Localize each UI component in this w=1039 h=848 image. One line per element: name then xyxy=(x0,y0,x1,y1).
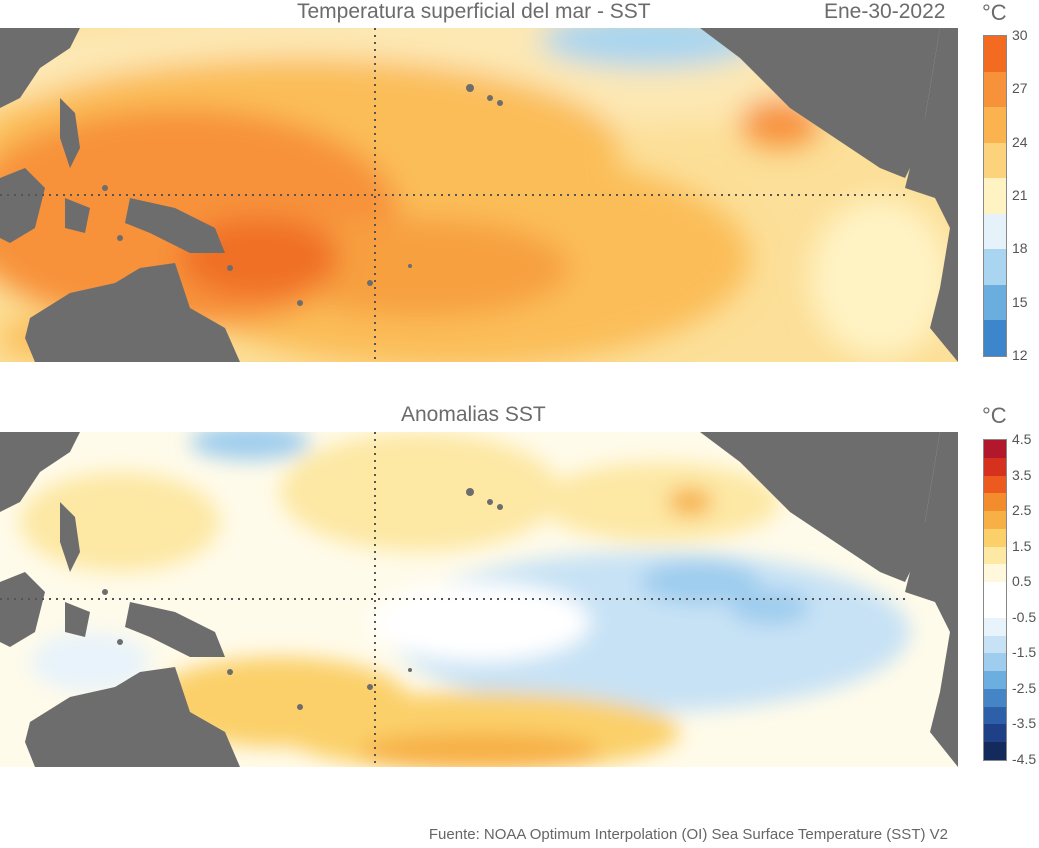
colorbar-segment xyxy=(984,284,1006,321)
source-credit: Fuente: NOAA Optimum Interpolation (OI) … xyxy=(428,826,948,843)
colorbar-tick-label: -1.5 xyxy=(1012,644,1037,661)
anom-map xyxy=(0,432,958,767)
colorbar-segment xyxy=(984,36,1006,73)
colorbar-segment xyxy=(984,617,1006,637)
colorbar-tick-label: -3.5 xyxy=(1012,715,1037,732)
anom-title: Anomalias SST xyxy=(401,403,546,426)
colorbar-segment xyxy=(984,528,1006,548)
colorbar-segment xyxy=(984,440,1006,459)
colorbar-segment xyxy=(984,582,1006,601)
colorbar-tick-label: 21 xyxy=(1012,187,1028,203)
colorbar-tick-label: 15 xyxy=(1012,293,1028,310)
colorbar-tick-label: -4.5 xyxy=(1012,751,1037,767)
colorbar-tick-label: 3.5 xyxy=(1012,466,1032,483)
colorbar-segment xyxy=(984,635,1006,654)
colorbar-segment xyxy=(984,688,1006,708)
colorbar-tick-label: 12 xyxy=(1012,347,1028,363)
colorbar-segment xyxy=(984,475,1006,494)
colorbar-segment xyxy=(984,457,1006,477)
colorbar-tick-label: 30 xyxy=(1012,27,1028,43)
colorbar-tick-label: 18 xyxy=(1012,240,1028,257)
colorbar-segment xyxy=(984,546,1006,565)
colorbar-segment xyxy=(984,706,1006,725)
colorbar-tick-label: 4.5 xyxy=(1012,431,1032,447)
sst-title: Temperatura superficial del mar - SST xyxy=(297,0,651,23)
colorbar-segment xyxy=(984,320,1006,357)
colorbar-segment xyxy=(984,142,1006,179)
colorbar-segment xyxy=(984,71,1006,108)
colorbar-tick-label: 1.5 xyxy=(1012,537,1032,554)
colorbar-segment xyxy=(984,742,1006,761)
sst-map xyxy=(0,28,958,362)
colorbar-segment xyxy=(984,493,1006,512)
colorbar-tick-label: 24 xyxy=(1012,133,1028,150)
colorbar-segment xyxy=(984,600,1006,619)
colorbar-segment xyxy=(984,178,1006,215)
anom-unit-label: °C xyxy=(982,403,1007,428)
colorbar-segment xyxy=(984,671,1006,690)
colorbar-segment xyxy=(984,653,1006,672)
colorbar-tick-label: 27 xyxy=(1012,80,1028,97)
colorbar-tick-label: 0.5 xyxy=(1012,573,1032,590)
colorbar-segment xyxy=(984,249,1006,286)
colorbar-tick-label: 2.5 xyxy=(1012,502,1032,519)
colorbar-segment xyxy=(984,511,1006,530)
colorbar-segment xyxy=(984,724,1006,743)
anom-colorbar xyxy=(983,439,1007,761)
colorbar-segment xyxy=(984,107,1006,144)
colorbar-segment xyxy=(984,213,1006,250)
colorbar-tick-label: -0.5 xyxy=(1012,608,1037,625)
sst-unit-label: °C xyxy=(982,0,1007,25)
colorbar-segment xyxy=(984,564,1006,583)
colorbar-tick-label: -2.5 xyxy=(1012,679,1037,696)
sst-date: Ene-30-2022 xyxy=(824,0,946,23)
sst-colorbar xyxy=(983,35,1007,357)
